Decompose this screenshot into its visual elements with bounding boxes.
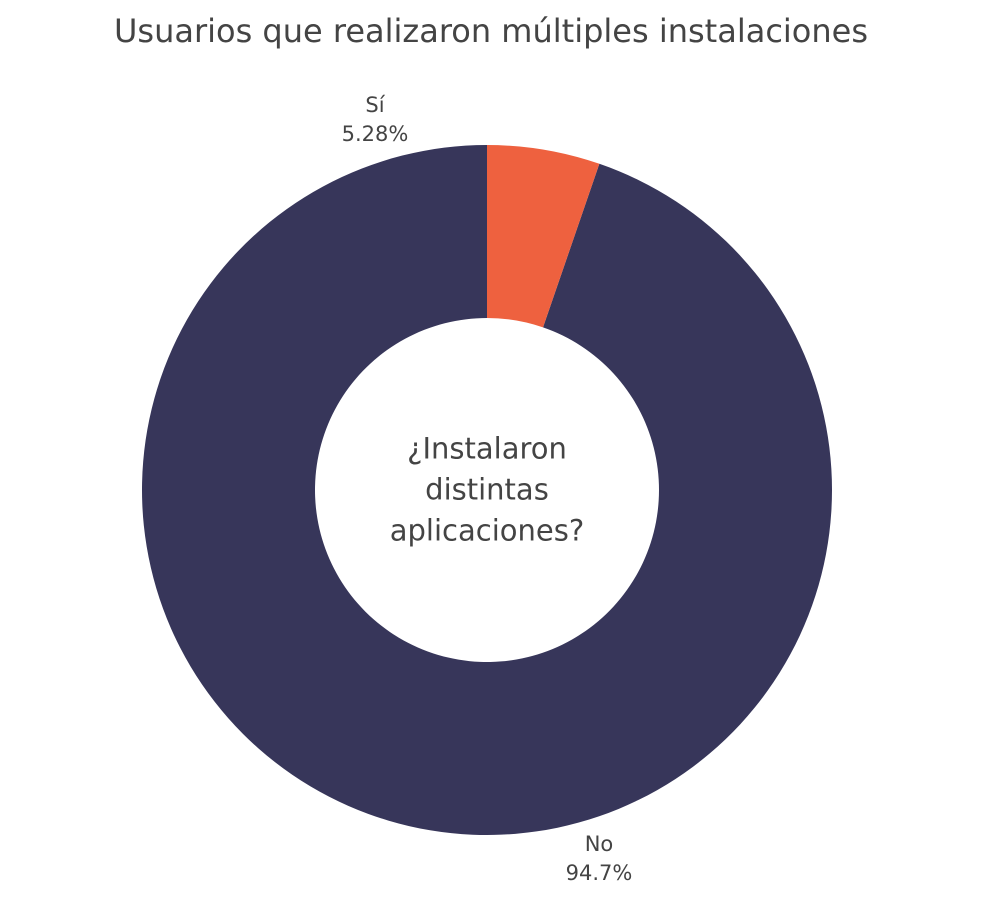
donut-center-text: ¿Instalaron distintas aplicaciones? <box>390 429 584 552</box>
slice-label-no: No 94.7% <box>566 830 633 888</box>
slice-label-no-name: No <box>584 832 614 856</box>
slice-label-si-percent: 5.28% <box>341 122 409 146</box>
center-text-line-2: distintas <box>425 472 549 507</box>
slice-label-si: Sí 5.28% <box>342 91 409 149</box>
slice-label-no-percent: 94.7% <box>565 861 633 885</box>
donut-slice-s[interactable] <box>487 145 600 328</box>
chart-title: Usuarios que realizaron múltiples instal… <box>113 12 869 50</box>
center-text-line-1: ¿Instalaron <box>407 431 567 466</box>
donut-slice-no[interactable] <box>141 145 832 835</box>
center-text-line-3: aplicaciones? <box>389 513 585 548</box>
slice-label-si-name: Sí <box>365 93 385 117</box>
